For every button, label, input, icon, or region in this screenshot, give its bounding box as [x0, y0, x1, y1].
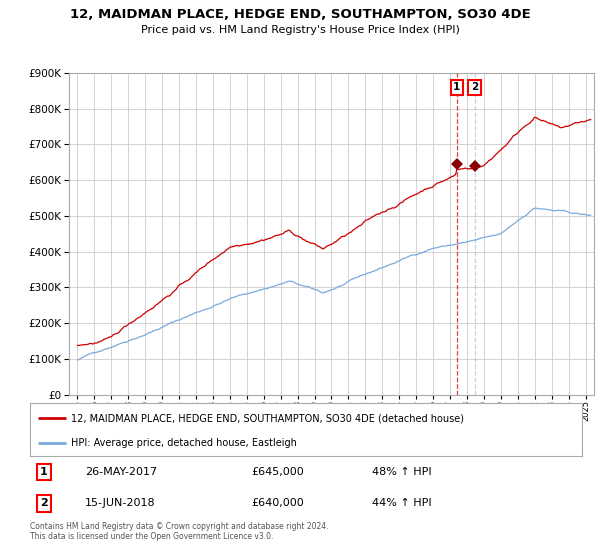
Text: 1: 1 — [453, 82, 460, 92]
Text: 48% ↑ HPI: 48% ↑ HPI — [372, 467, 432, 477]
Text: 12, MAIDMAN PLACE, HEDGE END, SOUTHAMPTON, SO30 4DE: 12, MAIDMAN PLACE, HEDGE END, SOUTHAMPTO… — [70, 8, 530, 21]
Text: Contains HM Land Registry data © Crown copyright and database right 2024.
This d: Contains HM Land Registry data © Crown c… — [30, 522, 329, 542]
Text: 26-MAY-2017: 26-MAY-2017 — [85, 467, 157, 477]
Text: 44% ↑ HPI: 44% ↑ HPI — [372, 498, 432, 508]
Text: £640,000: £640,000 — [251, 498, 304, 508]
Text: Price paid vs. HM Land Registry's House Price Index (HPI): Price paid vs. HM Land Registry's House … — [140, 25, 460, 35]
Text: HPI: Average price, detached house, Eastleigh: HPI: Average price, detached house, East… — [71, 438, 297, 448]
Text: 1: 1 — [40, 467, 47, 477]
Text: £645,000: £645,000 — [251, 467, 304, 477]
Text: 2: 2 — [40, 498, 47, 508]
Text: 2: 2 — [471, 82, 478, 92]
Text: 15-JUN-2018: 15-JUN-2018 — [85, 498, 156, 508]
Text: 12, MAIDMAN PLACE, HEDGE END, SOUTHAMPTON, SO30 4DE (detached house): 12, MAIDMAN PLACE, HEDGE END, SOUTHAMPTO… — [71, 413, 464, 423]
